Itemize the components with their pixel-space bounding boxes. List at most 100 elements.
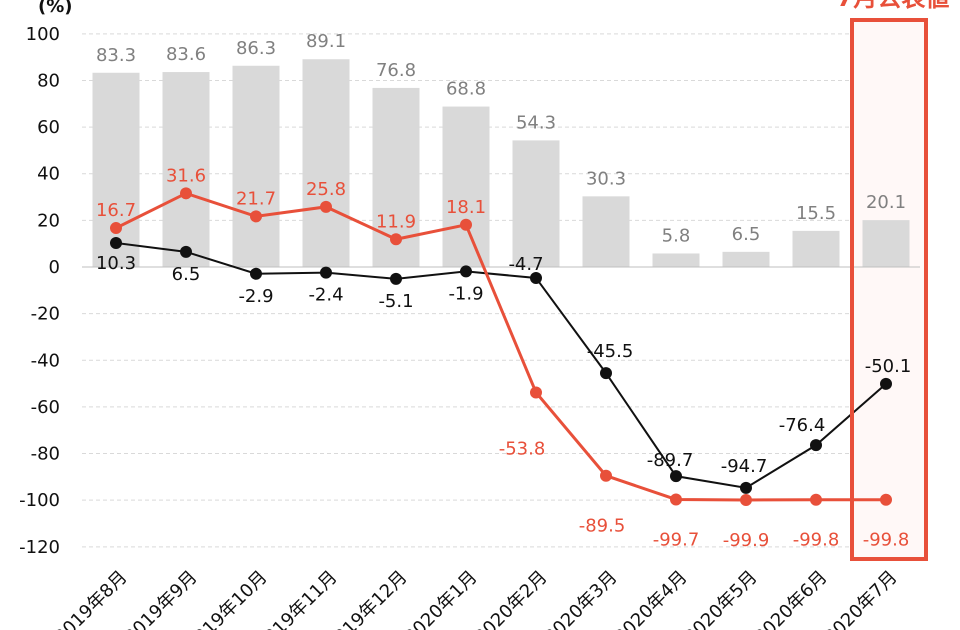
y-axis: 100 80 60 40 20 0 -20 -40 -60 -80 -100 -120 (19, 24, 60, 558)
bar (792, 230, 840, 267)
x-tick-label: 2020年1月 (401, 567, 482, 630)
series-point (670, 470, 682, 483)
series-data-label: -2.4 (308, 285, 343, 306)
series-data-label: -99.9 (723, 530, 770, 551)
series-point (320, 200, 332, 213)
series-point (740, 493, 752, 506)
series-data-label: 16.7 (96, 200, 136, 221)
series-data-label: 18.1 (446, 197, 486, 218)
series-data-label: -53.8 (499, 438, 546, 459)
series-point (810, 493, 822, 506)
bar (722, 251, 770, 267)
bar-data-label: 5.8 (662, 225, 691, 246)
series-point (180, 187, 192, 200)
x-tick-label: 2019年8月 (51, 567, 132, 630)
bars: 83.3 83.6 86.3 89.1 76.8 68.8 54.3 30.3 5.8 6.5 15… (92, 31, 910, 267)
x-tick-label: 2019年9月 (121, 567, 202, 630)
x-tick-label: 2020年2月 (471, 567, 552, 630)
series-data-label: -94.7 (721, 456, 768, 477)
series-data-label: 31.6 (166, 165, 206, 186)
bar (582, 196, 630, 267)
bar-data-label: 30.3 (586, 168, 626, 189)
y-tick-label: -40 (31, 350, 60, 371)
y-tick-label: 100 (26, 24, 60, 45)
y-tick-label: -60 (31, 397, 60, 418)
series-data-label: -50.1 (865, 356, 912, 377)
series-data-label: -89.7 (647, 450, 694, 471)
bar-data-label: 68.8 (446, 79, 486, 100)
series-data-label: 21.7 (236, 188, 276, 209)
series-data-label: -1.9 (448, 283, 483, 304)
bar (162, 72, 210, 267)
y-tick-label: -100 (19, 490, 60, 511)
bar (652, 253, 700, 267)
series-point (110, 236, 122, 249)
series-point (530, 271, 542, 284)
y-tick-label: 60 (37, 117, 60, 138)
bar-data-label: 83.6 (166, 44, 206, 65)
series-point (600, 469, 612, 482)
series-data-label: 11.9 (376, 211, 416, 232)
series-point (180, 245, 192, 258)
series-data-label: -76.4 (779, 415, 826, 436)
bar-data-label: 15.5 (796, 203, 836, 224)
y-tick-label: 20 (37, 210, 60, 231)
x-tick-label: 2020年5月 (681, 567, 762, 630)
bar (862, 220, 910, 267)
series-data-label: -99.8 (863, 530, 910, 551)
series-point (110, 222, 122, 235)
bar-data-label: 83.3 (96, 45, 136, 66)
x-tick-label: 2020年3月 (541, 567, 622, 630)
series-point (880, 377, 892, 390)
series-data-label: -99.8 (793, 530, 840, 551)
lines: 10.3 6.5 -2.9 -2.4 -5.1 -1.9 -4.7 -45.5 -89.7 -94… (96, 165, 911, 551)
series-data-label: -2.9 (238, 286, 273, 307)
y-tick-label: -120 (19, 537, 60, 558)
y-tick-label: -20 (31, 304, 60, 325)
bar (442, 106, 490, 267)
series-data-label: 6.5 (172, 264, 201, 285)
bar-data-label: 6.5 (732, 224, 761, 245)
highlight-label: 7月公表値 (837, 0, 950, 12)
series-point (530, 386, 542, 399)
series-point (390, 272, 402, 285)
bar-data-label: 76.8 (376, 60, 416, 81)
bar (512, 140, 560, 267)
series-line (115, 191, 886, 502)
series-data-label: -99.7 (653, 529, 700, 550)
bar-data-label: 20.1 (866, 192, 906, 213)
x-tick-label: 2020年4月 (611, 567, 692, 630)
series-data-label: -45.5 (587, 341, 634, 362)
series-data-label: -89.5 (579, 516, 626, 537)
series-point (740, 481, 752, 494)
series-point (880, 493, 892, 506)
series-data-label: 25.8 (306, 179, 346, 200)
x-tick-label: 2020年7月 (821, 567, 902, 630)
bar (232, 65, 280, 267)
series-point (670, 493, 682, 506)
series-point (320, 266, 332, 279)
y-tick-label: 80 (37, 70, 60, 91)
highlight-background (852, 20, 926, 559)
series-point (600, 367, 612, 380)
highlight-box (850, 18, 928, 561)
bar-data-label: 54.3 (516, 112, 556, 133)
y-tick-label: 40 (37, 164, 60, 185)
series-point (460, 265, 472, 278)
series-point (390, 233, 402, 246)
series-point (810, 439, 822, 452)
series-point (250, 267, 262, 280)
series-data-label: -4.7 (508, 254, 543, 275)
series-data-label: -5.1 (378, 291, 413, 312)
bar-data-label: 89.1 (306, 31, 346, 52)
series-data-label: 10.3 (96, 253, 136, 274)
series-point (250, 210, 262, 223)
y-axis-label: (%) (38, 0, 73, 17)
y-tick-label: 0 (49, 257, 60, 278)
x-axis: 2019年8月2019年9月2019年10月2019年11月2019年12月20… (51, 567, 902, 630)
series-point (460, 218, 472, 231)
x-tick-label: 2020年6月 (751, 567, 832, 630)
y-tick-label: -80 (31, 444, 60, 465)
bar (302, 59, 350, 267)
